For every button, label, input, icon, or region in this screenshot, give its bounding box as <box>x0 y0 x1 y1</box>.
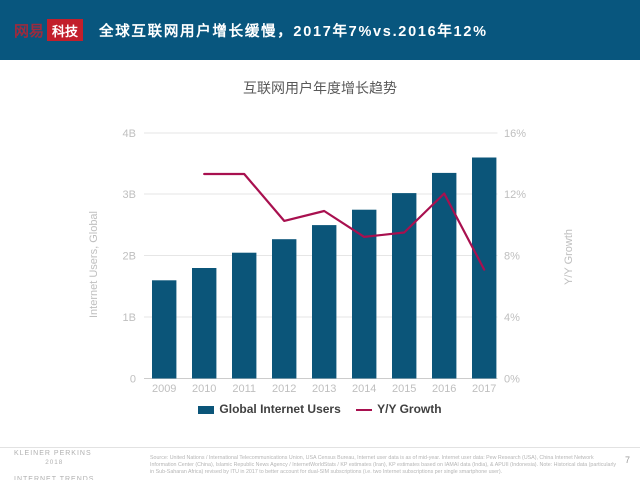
svg-text:2009: 2009 <box>152 383 176 395</box>
svg-text:2011: 2011 <box>232 383 256 395</box>
svg-text:2015: 2015 <box>392 383 416 395</box>
svg-text:1B: 1B <box>123 312 136 324</box>
svg-text:8%: 8% <box>504 251 520 263</box>
svg-text:0: 0 <box>130 374 136 386</box>
svg-text:16%: 16% <box>504 128 526 140</box>
svg-text:0%: 0% <box>504 374 520 386</box>
svg-text:4%: 4% <box>504 312 520 324</box>
svg-text:2016: 2016 <box>432 383 456 395</box>
svg-text:4B: 4B <box>123 128 136 140</box>
svg-text:2012: 2012 <box>272 383 296 395</box>
svg-text:2014: 2014 <box>352 383 376 395</box>
svg-text:2010: 2010 <box>192 383 216 395</box>
svg-text:2B: 2B <box>123 251 136 263</box>
svg-text:2013: 2013 <box>312 383 336 395</box>
svg-text:12%: 12% <box>504 189 526 201</box>
svg-text:2017: 2017 <box>472 383 496 395</box>
svg-text:3B: 3B <box>123 189 136 201</box>
